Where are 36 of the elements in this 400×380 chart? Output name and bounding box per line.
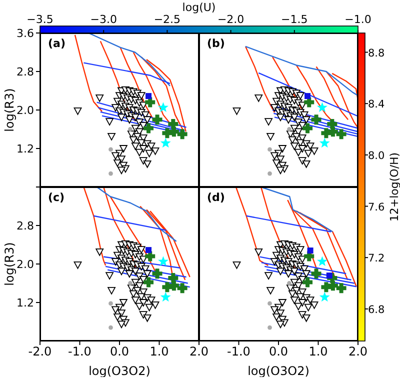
color-bar-label: 8.0 — [368, 150, 385, 162]
color-bar-label: −3.0 — [90, 13, 117, 26]
y-tick-label: 3.6 — [16, 26, 34, 40]
color-bar-label: −3.5 — [26, 13, 54, 26]
y-tick-label: 1.2 — [16, 296, 34, 310]
x-tick-label: -2.0 — [28, 344, 52, 359]
y-tick-label: 2.0 — [16, 258, 34, 271]
annotation: (b) — [207, 37, 225, 50]
annotation: (d) — [207, 191, 225, 204]
color-bar-title: log(U) — [182, 1, 216, 14]
y-tick-label: 1.2 — [16, 142, 34, 156]
y-tick-label: 2.0 — [16, 104, 34, 117]
x-tick-label: 1.0 — [308, 344, 328, 359]
color-bar-label: −1.0 — [344, 13, 372, 26]
x-tick-label: -1.0 — [227, 344, 250, 359]
color-bar-label: −2.5 — [154, 13, 181, 26]
x-tick-label: 2.0 — [348, 344, 368, 359]
color-bar-label: 6.8 — [368, 304, 385, 316]
annotation: (c) — [48, 191, 65, 204]
x-tick-label: 2.0 — [189, 344, 209, 359]
x-tick-label: 1.0 — [150, 344, 169, 359]
color-bar-label: 8.8 — [368, 47, 385, 60]
y-axis-title: log(R3) — [2, 242, 16, 286]
y-tick-label: 2.8 — [16, 65, 34, 78]
y-axis-title: log(R3) — [2, 88, 16, 132]
x-tick-label: 0.0 — [268, 344, 288, 359]
x-tick-label: -1.0 — [68, 344, 92, 359]
color-bar-label: 7.6 — [368, 201, 386, 214]
color-bar-label: 7.2 — [368, 252, 385, 265]
color-bar-label: −1.5 — [281, 13, 308, 26]
annotation: (a) — [48, 37, 66, 50]
y-tick-label: 2.8 — [16, 219, 34, 232]
color-bar-label: 8.4 — [368, 98, 386, 111]
color-bar-label: −2.0 — [217, 13, 244, 26]
x-tick-label: 0.0 — [110, 344, 130, 359]
color-bar-title: 12+log(O/H) — [388, 152, 400, 222]
